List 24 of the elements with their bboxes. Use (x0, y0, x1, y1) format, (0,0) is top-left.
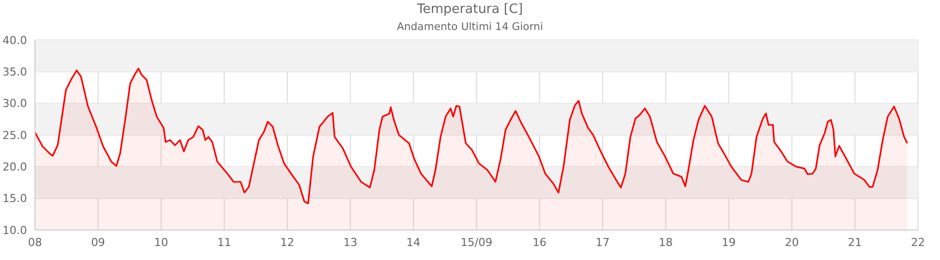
y-tick-label: 30.0 (2, 97, 27, 110)
x-tick-label: 11 (217, 236, 232, 249)
y-tick-label: 40.0 (2, 34, 27, 47)
x-tick-label: 10 (154, 236, 168, 249)
x-tick-label: 12 (280, 236, 294, 249)
y-tick-label: 10.0 (2, 224, 27, 237)
x-tick-label: 19 (722, 236, 736, 249)
x-tick-label: 14 (406, 236, 420, 249)
x-tick-label: 17 (596, 236, 610, 249)
x-tick-label: 21 (848, 236, 862, 249)
y-tick-label: 35.0 (2, 66, 27, 79)
chart-title: Temperatura [C] (416, 2, 524, 17)
x-tick-label: 20 (784, 236, 799, 249)
x-tick-label: 18 (658, 236, 673, 249)
chart-subtitle: Andamento Ultimi 14 Giorni (396, 21, 544, 33)
x-tick-label: 09 (91, 236, 106, 249)
y-tick-label: 25.0 (2, 128, 27, 142)
x-tick-label: 13 (343, 236, 358, 249)
x-tick-label: 22 (911, 236, 925, 249)
y-tick-label: 15.0 (2, 192, 27, 206)
x-tick-label: 15/09 (460, 236, 492, 249)
x-tick-label: 16 (532, 236, 547, 249)
x-tick-label: 08 (28, 236, 42, 249)
y-tick-label: 20.0 (2, 160, 27, 174)
